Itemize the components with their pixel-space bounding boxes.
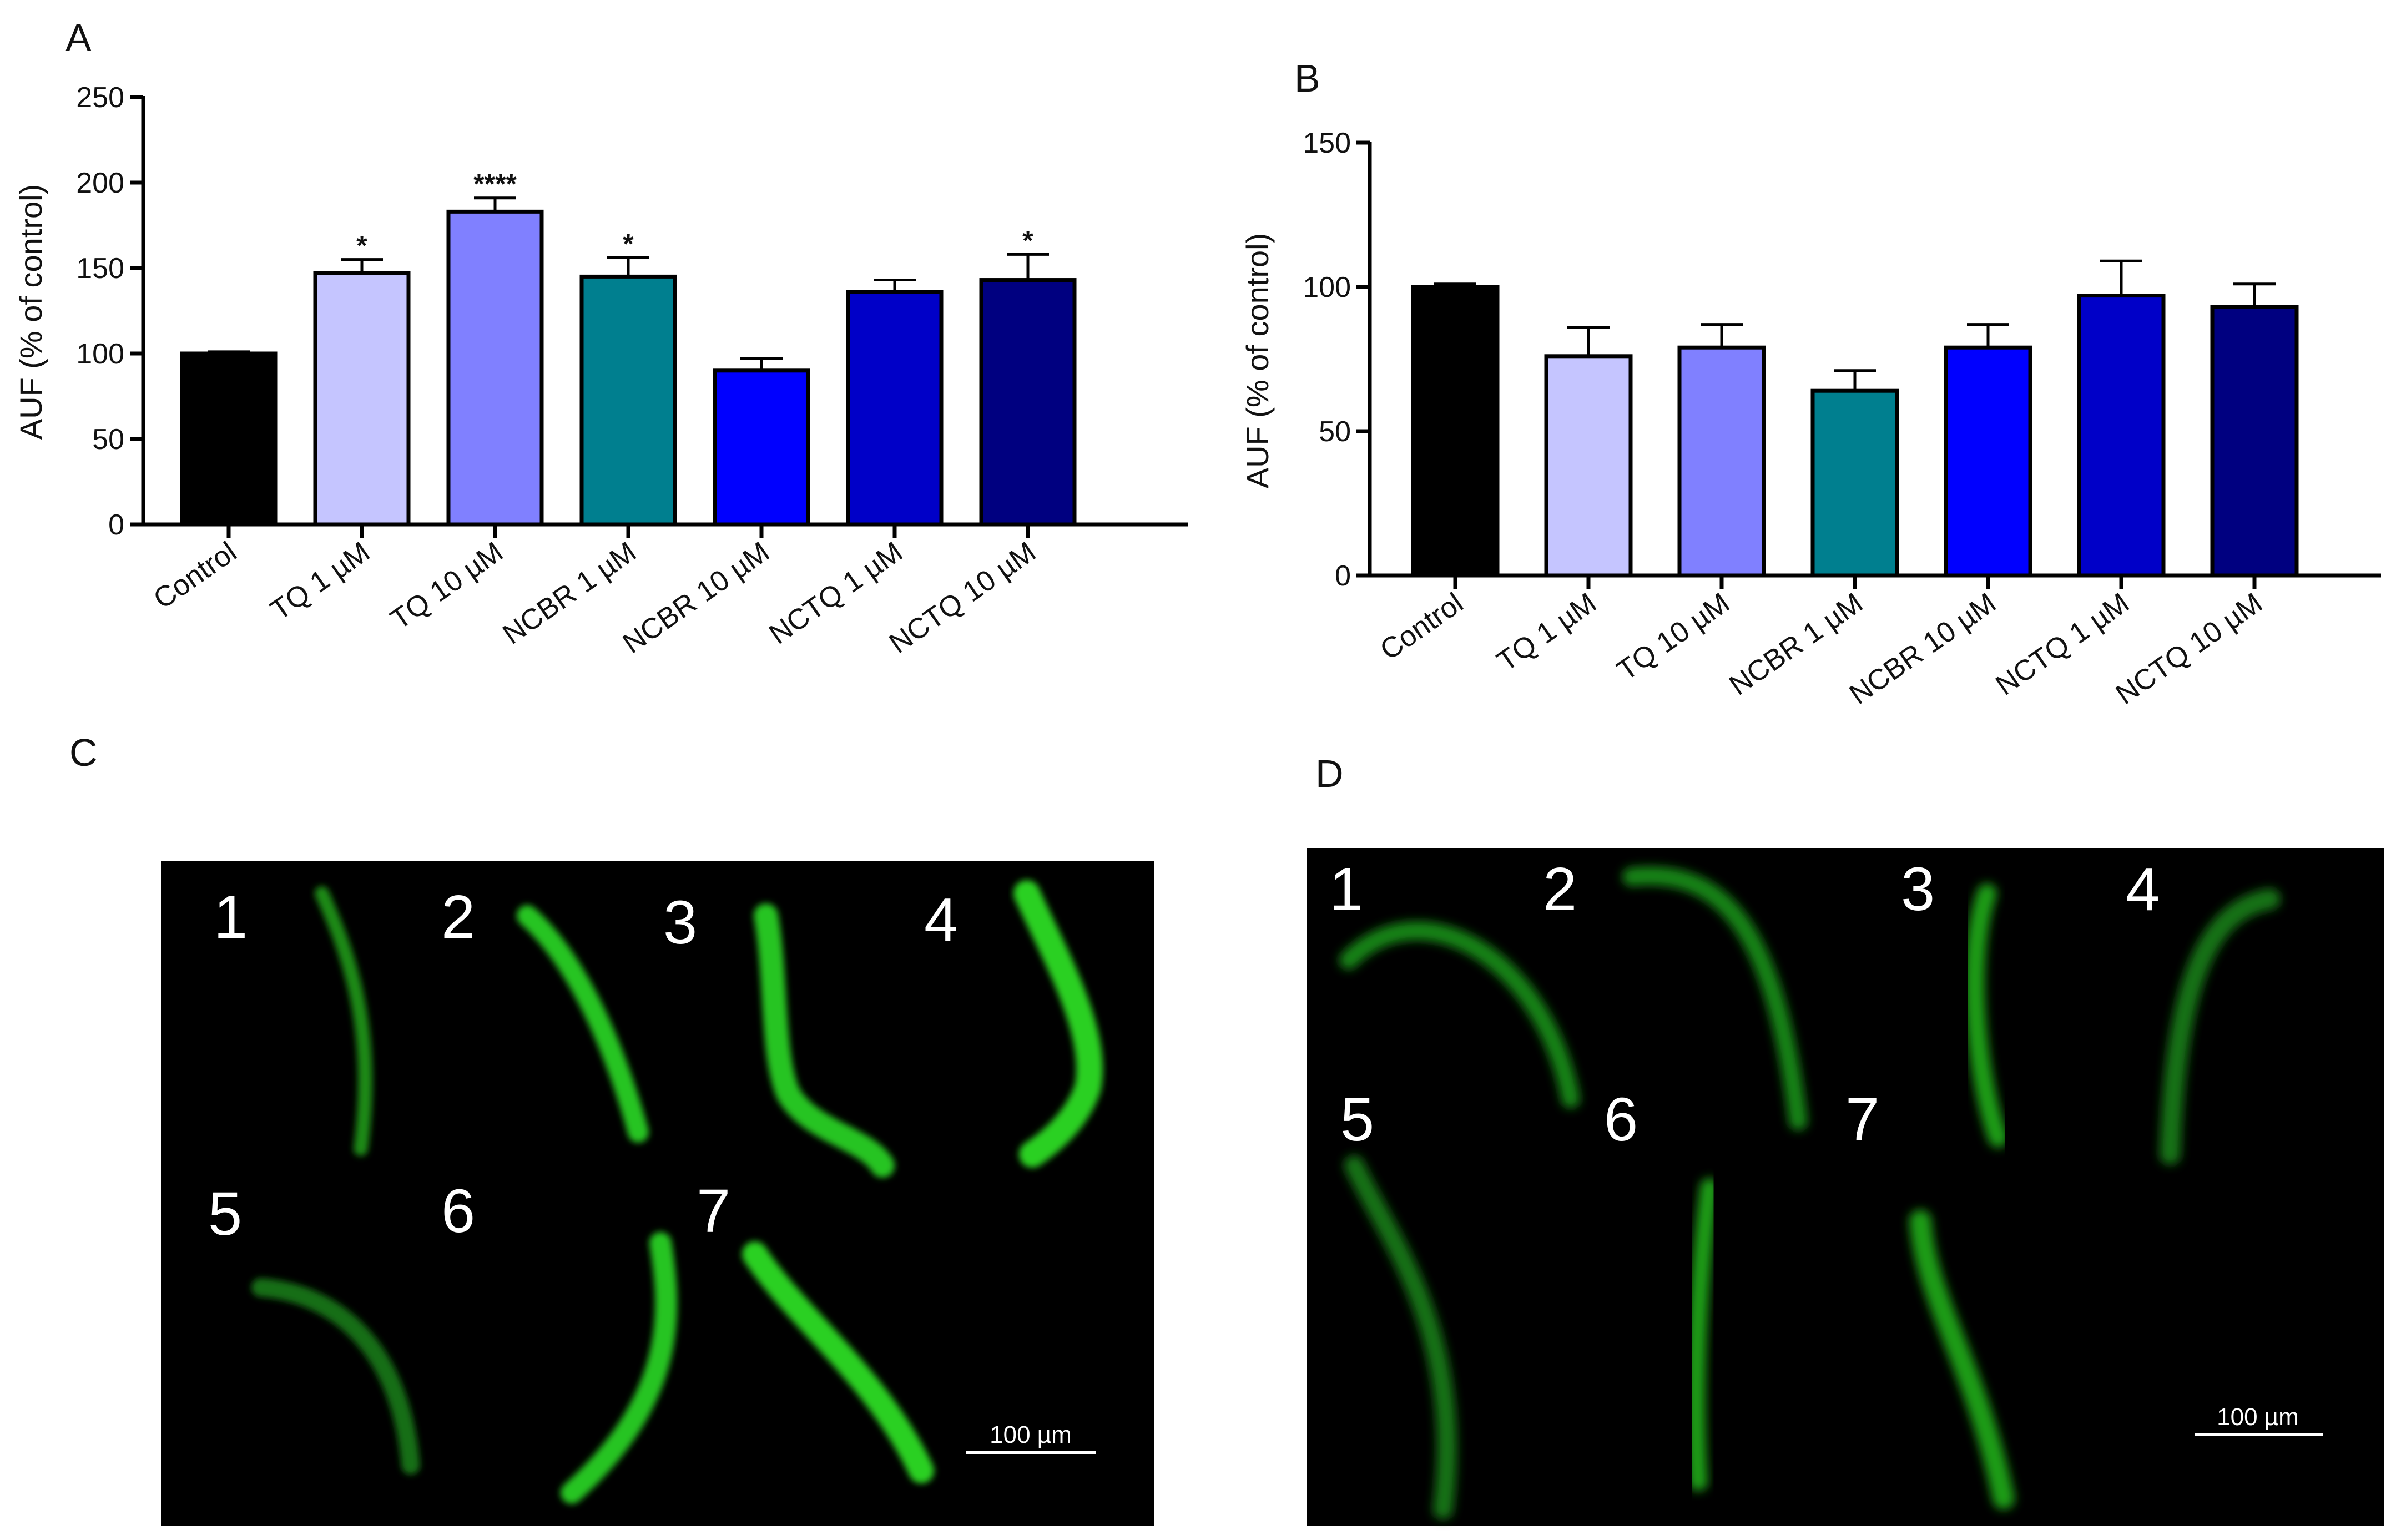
chart-a-y-tick-label: 50 [92, 423, 124, 456]
bar-chart-a: AUF (% of control) 0 50 100 150 200 250 Contro… [13, 82, 1188, 660]
chart-b-y-tick-label: 50 [1319, 416, 1351, 448]
chart-a-bar [579, 274, 677, 527]
worm-c-7 [742, 1241, 934, 1483]
image-c-label-5: 5 [208, 1180, 242, 1248]
chart-b-y-tick-label: 100 [1303, 271, 1351, 304]
chart-a-category-label: NCBR 10 µM [617, 536, 775, 660]
chart-b-bar [1810, 388, 1899, 578]
image-d-label-6: 6 [1604, 1085, 1638, 1154]
chart-a-bar [180, 351, 278, 527]
image-d-label-7: 7 [1845, 1085, 1879, 1154]
worm-c-3 [754, 903, 895, 1178]
microscopy-image-d: 1 2 3 4 5 6 7 100 µm [1307, 848, 2384, 1526]
chart-a-category-label: NCTQ 10 µM [884, 536, 1042, 660]
worms-c [251, 880, 1103, 1504]
chart-b-category-label: TQ 10 µM [1611, 587, 1736, 687]
chart-a-bar [713, 368, 810, 527]
worm-c-1 [315, 886, 373, 1156]
image-d-label-1: 1 [1329, 855, 1363, 923]
chart-b-bar [1411, 285, 1500, 578]
image-d-label-5: 5 [1340, 1085, 1374, 1154]
chart-a-significance-label: **** [473, 169, 517, 200]
chart-b-ylabel: AUF (% of control) [1240, 233, 1275, 489]
worm-d-1 [1339, 921, 1580, 1108]
chart-b-bar [1944, 345, 2032, 578]
chart-b-category-label: NCTQ 10 µM [2110, 587, 2268, 711]
chart-a-bar [313, 271, 411, 527]
chart-b-category-label: Control [1374, 587, 1469, 667]
chart-a-category-label: TQ 10 µM [385, 536, 509, 636]
image-d-label-4: 4 [2126, 855, 2160, 923]
bar-chart-b: AUF (% of control) 0 50 100 150 Control TQ 1 … [1240, 127, 2381, 711]
image-c-label-2: 2 [441, 883, 475, 951]
worm-d-2 [1622, 866, 1808, 1130]
panel-label-d: D [1315, 752, 1344, 795]
worm-c-2 [517, 905, 649, 1143]
chart-b-category-label: NCBR 10 µM [1844, 587, 2002, 711]
panel-label-c: C [69, 731, 98, 774]
chart-a-bar [979, 278, 1077, 527]
chart-a-bar [446, 209, 544, 527]
chart-a-ylabel: AUF (% of control) [13, 184, 48, 440]
worm-d-5 [1344, 1155, 1457, 1519]
chart-a-y-tick-label: 0 [108, 509, 124, 541]
chart-b-bar [2210, 305, 2299, 578]
image-d-scale-text: 100 µm [2217, 1403, 2299, 1431]
image-c-scale-text: 100 µm [990, 1421, 1072, 1448]
chart-a-category-label: Control [148, 536, 243, 615]
chart-b-bar [2077, 294, 2166, 578]
image-c-label-7: 7 [697, 1177, 730, 1245]
worm-d-3 [1965, 883, 2008, 1148]
chart-b-category-label: TQ 1 µM [1491, 587, 1602, 678]
chart-a-significance-label: * [623, 229, 634, 260]
worm-d-7 [1909, 1210, 2015, 1509]
image-c-background [161, 861, 1154, 1526]
microscopy-image-c: 1 2 3 4 5 6 7 100 µm [161, 861, 1154, 1526]
chart-b-bar [1677, 345, 1766, 578]
worm-c-4 [1013, 880, 1103, 1168]
chart-b-y-tick-label: 0 [1335, 560, 1351, 592]
chart-a-y-tick-label: 150 [76, 253, 124, 285]
chart-a-bar [846, 290, 944, 527]
chart-a-y-tick-label: 100 [76, 338, 124, 370]
image-d-label-2: 2 [1543, 855, 1577, 923]
chart-a-significance-label: * [1022, 225, 1033, 256]
chart-a-category-label: TQ 1 µM [265, 536, 376, 627]
chart-a-y-tick-label: 250 [76, 82, 124, 114]
chart-a-y-tick-label: 200 [76, 167, 124, 199]
worm-d-6 [1687, 1178, 1719, 1491]
worms-d [1339, 866, 2281, 1519]
image-c-label-4: 4 [924, 886, 958, 954]
chart-b-bar [1544, 354, 1633, 578]
worm-c-6 [561, 1232, 678, 1504]
image-c-label-3: 3 [663, 888, 697, 957]
worm-c-5 [251, 1278, 420, 1475]
worm-d-4 [2160, 888, 2281, 1165]
chart-b-y-tick-label: 150 [1303, 127, 1351, 159]
panel-label-a: A [65, 16, 92, 59]
image-d-label-3: 3 [1901, 855, 1935, 923]
panel-label-b: B [1294, 57, 1320, 100]
image-c-label-1: 1 [214, 883, 248, 951]
chart-a-significance-label: * [356, 230, 367, 261]
image-c-label-6: 6 [441, 1177, 475, 1245]
